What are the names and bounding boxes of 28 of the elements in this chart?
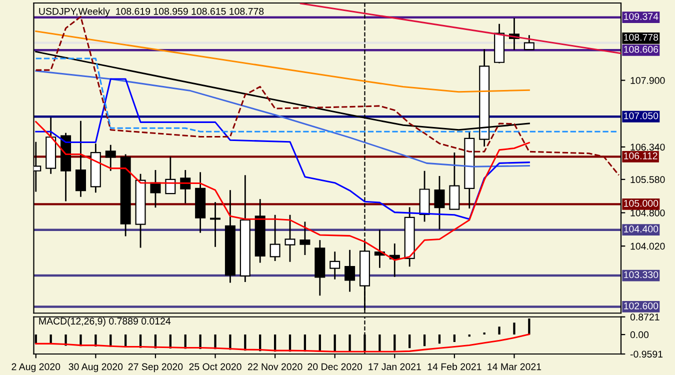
y-tick-label: 107.900 [630,77,665,84]
ref-line-label: 108.606 [624,46,658,53]
ref-line-label: 104.400 [624,226,658,232]
x-tick-label: 27 Sep 2020 [128,363,183,372]
ref-line-label: 106.112 [624,152,658,160]
ref-line-label: 103.330 [624,271,658,278]
ref-line-label: 105.000 [624,200,658,207]
y-tick-label: 106.340 [630,144,665,151]
x-tick-label: 17 Jan 2021 [368,363,421,370]
ref-line-label: 108.778 [624,34,658,41]
x-tick-label: 22 Nov 2020 [248,363,302,370]
y-tick-label: 0.8721 [630,314,660,320]
x-tick-label: 14 Mar 2021 [488,363,542,370]
x-tick-label: 30 Aug 2020 [68,363,123,372]
x-tick-label: 25 Oct 2020 [189,363,242,370]
ref-line-label: 102.600 [624,302,658,310]
x-tick-label: 2 Aug 2020 [12,363,60,372]
y-tick-label: 104.020 [630,242,665,250]
y-tick-label: 104.800 [630,209,665,216]
y-tick-label: 0.00 [630,331,649,338]
chart-title: MACD(12,26,9) 0.7889 0.0124 [39,317,171,326]
x-tick-label: 20 Dec 2020 [308,363,362,370]
ref-line-label: 109.374 [624,13,658,20]
y-tick-label: -0.9591 [630,350,663,358]
x-tick-label: 14 Feb 2021 [428,363,482,370]
y-tick-label: 105.580 [630,176,665,184]
chart-title: USDJPY,Weekly 108.619 108.959 108.615 108.778 [39,8,264,17]
ref-line-label: 107.050 [624,112,658,120]
